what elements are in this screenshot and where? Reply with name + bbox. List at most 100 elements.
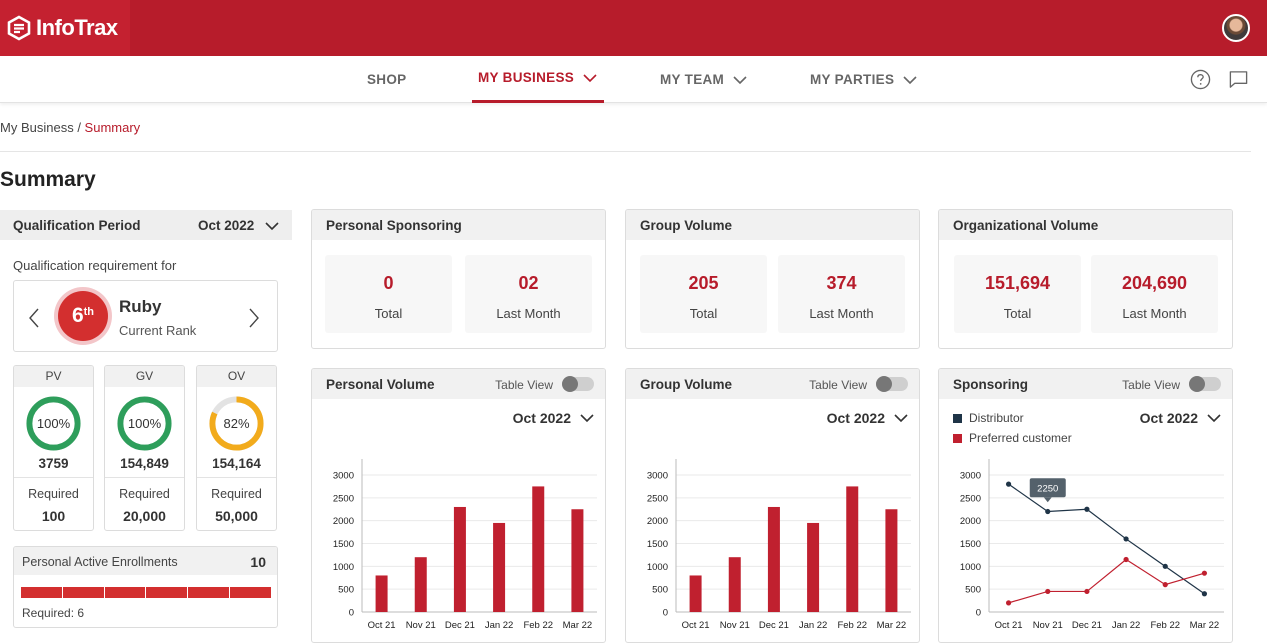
nav-shop[interactable]: SHOP <box>367 56 406 103</box>
stat-value: 151,694 <box>984 273 1051 293</box>
nav-my-business[interactable]: MY BUSINESS <box>472 56 605 103</box>
y-tick-label: 2500 <box>333 493 354 504</box>
card-title: Group Volume <box>640 377 733 392</box>
bar <box>571 509 584 612</box>
chevron-down-icon <box>903 75 917 84</box>
table-view-toggle[interactable] <box>876 376 908 392</box>
card-title: Sponsoring <box>953 377 1028 392</box>
x-tick-label: Mar 22 <box>563 620 593 631</box>
x-tick-label: Feb 22 <box>837 620 867 631</box>
personal-volume-chart: 0 500 1000 1500 2000 2500 3000 Oct 21 Nov 21 Dec … <box>333 459 597 631</box>
divider <box>105 477 184 478</box>
metric-percent: 100% <box>36 416 71 431</box>
progress-ring <box>117 396 172 451</box>
metric-required-label: Required <box>28 487 79 501</box>
card-title: Personal Volume <box>326 377 435 392</box>
stat-value: 204,690 <box>1121 273 1188 293</box>
stat-label: Total <box>1003 306 1032 321</box>
y-tick-label: 1000 <box>960 562 981 573</box>
qualification-period-header[interactable]: Qualification Period Oct 2022 <box>0 210 292 240</box>
series-line <box>1008 558 1205 604</box>
group-volume-card: Group Volume 205 Total 374 Last Month <box>625 209 920 349</box>
x-tick-label: Jan 22 <box>485 620 514 631</box>
legend-label: Distributor <box>969 411 1024 425</box>
chat-icon[interactable] <box>1228 69 1249 90</box>
stat-label: Last Month <box>1122 306 1187 321</box>
period-select[interactable]: Oct 2022 <box>827 410 909 426</box>
period-value: Oct 2022 <box>826 410 885 426</box>
nav-my-business-label: MY BUSINESS <box>478 70 575 85</box>
metric-value: 154,849 <box>120 456 169 471</box>
period-select[interactable]: Oct 2022 <box>1140 410 1222 426</box>
rank-subtitle: Current Rank <box>119 323 197 338</box>
table-view-toggle[interactable] <box>562 376 594 392</box>
metric-required-value: 100 <box>41 508 66 524</box>
x-tick-label: Dec 21 <box>445 620 475 631</box>
card-header: Personal Volume Table View <box>312 369 605 399</box>
stat-label: Last Month <box>809 306 874 321</box>
user-avatar[interactable] <box>1222 14 1250 42</box>
stat-box: 374 Last Month <box>778 255 905 333</box>
table-view-toggle[interactable] <box>1189 376 1221 392</box>
data-point <box>1123 536 1129 542</box>
period-value: Oct 2022 <box>1139 410 1198 426</box>
y-tick-label: 0 <box>976 608 981 619</box>
y-tick-label: 2000 <box>960 516 981 527</box>
divider <box>14 477 93 478</box>
data-point <box>1123 556 1129 563</box>
x-tick-label: Nov 21 <box>406 620 436 631</box>
metric-label: GV <box>105 366 184 387</box>
bar <box>532 486 545 612</box>
nav-my-team[interactable]: MY TEAM <box>660 56 748 103</box>
bar <box>767 506 780 612</box>
x-tick-label: Nov 21 <box>1033 620 1063 631</box>
y-tick-label: 2500 <box>647 493 668 504</box>
period-select[interactable]: Oct 2022 <box>513 410 595 426</box>
chevron-right-icon[interactable] <box>246 307 262 329</box>
bar <box>728 557 741 612</box>
table-view-label: Table View <box>1122 378 1180 392</box>
table-view-label: Table View <box>495 378 553 392</box>
card-header: Group Volume Table View <box>626 369 919 399</box>
stat-box: 204,690 Last Month <box>1091 255 1218 333</box>
chevron-left-icon[interactable] <box>26 307 42 329</box>
chevron-down-icon <box>265 222 279 231</box>
stat-value: 0 <box>383 273 394 293</box>
enrollments-label: Personal Active Enrollments <box>22 555 178 569</box>
metric-required-value: 20,000 <box>123 508 166 524</box>
rank-name: Ruby <box>119 297 162 316</box>
y-tick-label: 3000 <box>960 471 981 482</box>
breadcrumb-separator: / <box>73 120 85 135</box>
stat-value: 02 <box>518 273 539 293</box>
bar <box>846 486 859 612</box>
bar <box>885 509 898 612</box>
data-point <box>1201 591 1208 597</box>
metric-card-gv: GV 100% 154,849 Required 20,000 <box>104 365 185 531</box>
nav-my-parties[interactable]: MY PARTIES <box>810 56 918 103</box>
metric-required-label: Required <box>119 487 170 501</box>
tooltip-value: 2250 <box>1037 483 1058 494</box>
qualification-requirement-label: Qualification requirement for <box>13 258 177 273</box>
group-volume-chart: 0 500 1000 1500 2000 2500 3000 Oct 21 Nov 21 Dec … <box>647 459 911 631</box>
top-bar: InfoTrax <box>0 0 1267 56</box>
y-tick-label: 0 <box>349 608 354 619</box>
enrollments-card: Personal Active Enrollments 10 Required:… <box>13 546 278 628</box>
breadcrumb-parent[interactable]: My Business <box>0 120 74 135</box>
logo-mark-icon <box>7 15 31 41</box>
card-title: Personal Sponsoring <box>326 218 462 233</box>
data-point <box>1084 506 1090 512</box>
x-tick-label: Oct 21 <box>368 620 396 631</box>
y-tick-label: 500 <box>652 585 668 596</box>
rank-number: 6 <box>71 304 84 327</box>
help-icon[interactable] <box>1190 69 1211 90</box>
card-title: Group Volume <box>640 218 733 233</box>
chevron-down-icon <box>733 75 747 84</box>
app-name: InfoTrax <box>36 15 118 40</box>
metric-value: 3759 <box>38 456 69 471</box>
metric-card-ov: OV 82% 154,164 Required 50,000 <box>196 365 277 531</box>
metric-card-pv: PV 100% 3759 Required 100 <box>13 365 94 531</box>
app-logo[interactable]: InfoTrax <box>0 0 130 56</box>
x-tick-label: Mar 22 <box>1190 620 1220 631</box>
enrollments-required: Required: 6 <box>22 606 85 620</box>
